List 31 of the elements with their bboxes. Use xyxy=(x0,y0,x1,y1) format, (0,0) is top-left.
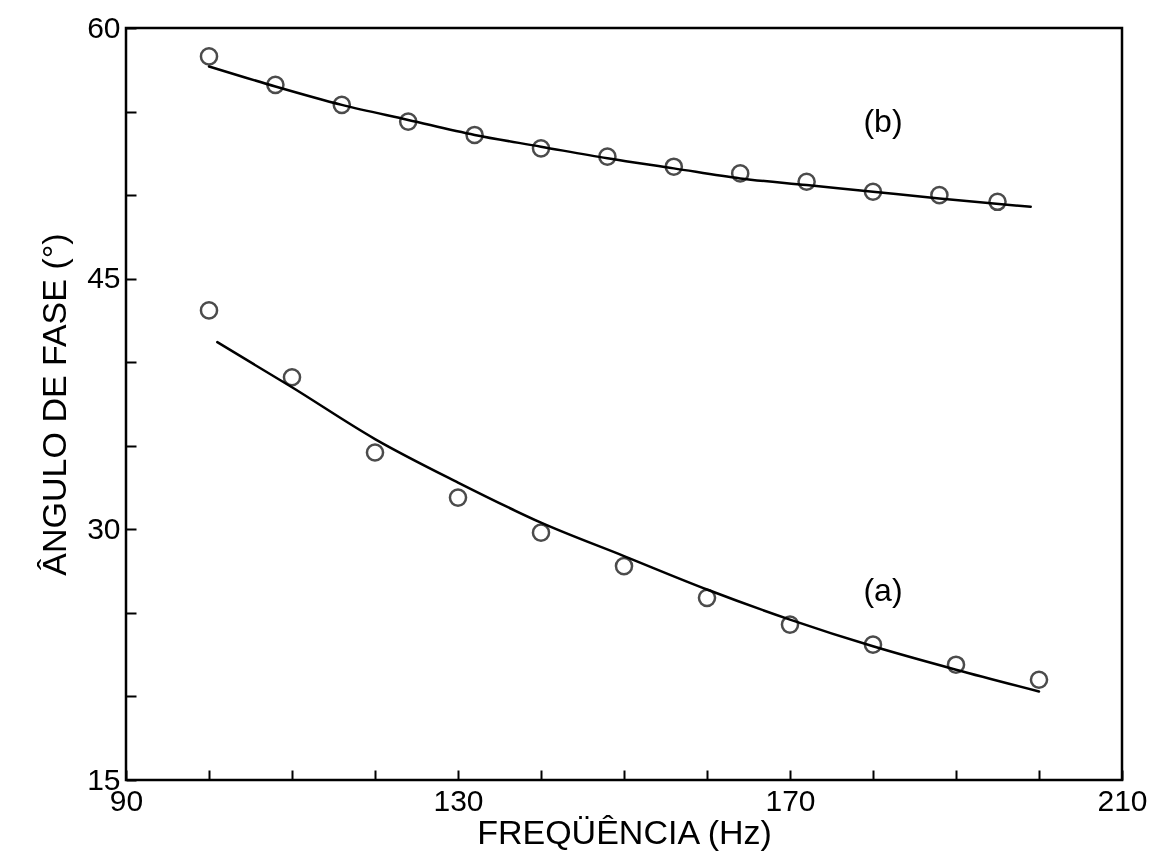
point xyxy=(398,112,418,131)
point xyxy=(1029,670,1049,690)
point xyxy=(988,192,1007,212)
y-tick-label: 45 xyxy=(87,261,121,295)
point xyxy=(946,655,966,674)
point xyxy=(199,301,219,320)
point xyxy=(199,47,219,66)
point xyxy=(531,523,551,542)
point xyxy=(282,367,302,387)
point xyxy=(365,443,385,462)
point xyxy=(930,185,949,205)
point xyxy=(697,588,717,608)
x-tick-label: 210 xyxy=(1097,783,1148,817)
point xyxy=(614,556,634,576)
point xyxy=(531,139,551,158)
y-tick-label: 60 xyxy=(87,10,121,44)
point xyxy=(780,615,800,634)
y-tick-label: 30 xyxy=(87,511,121,545)
point xyxy=(332,95,352,115)
y-axis-title: ÂNGULO DE FASE (°) xyxy=(35,233,74,576)
annotation: (b) xyxy=(863,102,903,139)
annotation: (a) xyxy=(863,572,903,609)
point xyxy=(448,488,468,507)
point xyxy=(863,635,883,654)
point xyxy=(465,125,484,145)
point xyxy=(863,182,883,202)
point xyxy=(664,157,684,176)
point xyxy=(797,172,816,192)
point xyxy=(598,147,617,166)
point xyxy=(730,164,750,183)
point xyxy=(266,75,285,95)
